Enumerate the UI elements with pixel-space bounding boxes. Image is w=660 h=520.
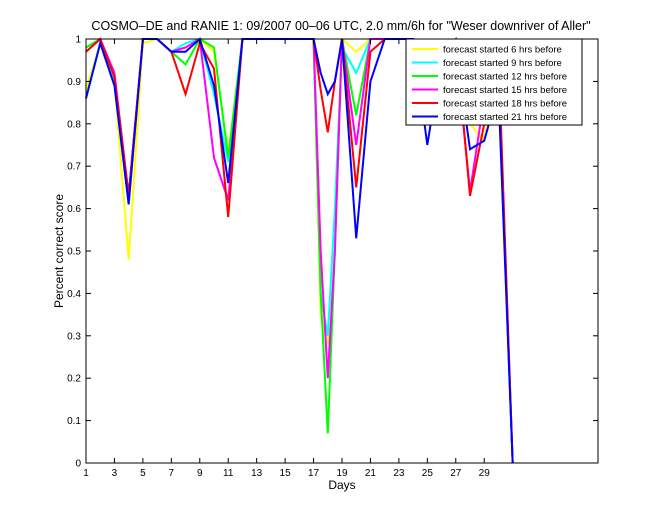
- x-tick-label: 9: [197, 468, 203, 479]
- legend-items: forecast started 6 hrs before forecast st…: [412, 45, 567, 123]
- x-tick-label: 29: [479, 468, 491, 479]
- x-axis-label: Days: [328, 478, 355, 492]
- x-tick-label: 17: [308, 468, 320, 479]
- x-tick-label: 21: [365, 468, 377, 479]
- legend-box: [405, 38, 583, 126]
- x-tick-label: 13: [251, 468, 263, 479]
- y-axis-label: Percent correct score: [52, 194, 66, 308]
- y-tick-label: 0.6: [67, 204, 81, 215]
- legend-label-5: forecast started 18 hrs before: [443, 99, 567, 110]
- y-tick-label: 0.4: [67, 289, 81, 300]
- y-tick-label: 0.2: [67, 374, 81, 385]
- y-tick-label: 0.7: [67, 162, 81, 173]
- x-tick-label: 3: [112, 468, 118, 479]
- x-tick-label: 15: [280, 468, 292, 479]
- legend-label-3: forecast started 12 hrs before: [443, 72, 567, 83]
- legend-label-6: forecast started 21 hrs before: [443, 112, 567, 123]
- y-tick-label: 1: [75, 35, 81, 46]
- y-tick-label: 0.5: [67, 247, 81, 258]
- x-tick-label: 7: [169, 468, 175, 479]
- legend: forecast started 6 hrs before forecast st…: [405, 38, 583, 126]
- legend-label-4: forecast started 15 hrs before: [443, 85, 567, 96]
- x-tick-label: 23: [393, 468, 405, 479]
- y-tick-label: 0.9: [67, 77, 81, 88]
- y-tick-label: 0.8: [67, 119, 81, 130]
- x-tick-label: 1: [83, 468, 89, 479]
- y-tick-label: 0.1: [67, 416, 81, 427]
- x-tick-label: 5: [140, 468, 146, 479]
- legend-label-1: forecast started 6 hrs before: [443, 45, 562, 56]
- x-tick-label: 19: [336, 468, 348, 479]
- legend-label-2: forecast started 9 hrs before: [443, 58, 562, 69]
- ticks-layer: 1 3 5 7 9 11 13 15 17 19 21 23 25 27 2900.10.20.30.40.…: [67, 35, 598, 479]
- x-tick-label: 11: [223, 468, 234, 479]
- chart-title: COSMO–DE and RANIE 1: 09/2007 00–06 UTC,…: [91, 19, 590, 33]
- x-tick-label: 25: [422, 468, 434, 479]
- x-tick-label: 27: [450, 468, 462, 479]
- y-tick-label: 0: [75, 459, 81, 470]
- y-tick-label: 0.3: [67, 331, 81, 342]
